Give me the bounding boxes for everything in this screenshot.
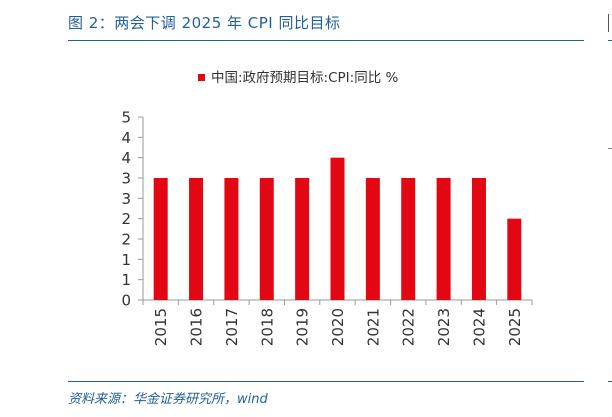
y-tick-label: 3 bbox=[121, 170, 131, 188]
bar-2016 bbox=[189, 178, 204, 300]
bar-2019 bbox=[295, 178, 310, 300]
y-tick-label: 3 bbox=[121, 190, 131, 208]
legend-label: 中国:政府预期目标:CPI:同比 % bbox=[211, 70, 398, 86]
source-rule bbox=[68, 381, 584, 382]
adjacent-panel-rule-bottom bbox=[608, 381, 612, 382]
y-tick-label: 1 bbox=[121, 251, 131, 269]
adjacent-panel-edge bbox=[608, 14, 609, 32]
bar-2021 bbox=[365, 178, 380, 300]
y-tick-label: 2 bbox=[121, 210, 131, 228]
bars bbox=[153, 157, 522, 300]
y-tick-label: 0 bbox=[121, 292, 131, 310]
legend-swatch bbox=[198, 74, 205, 81]
x-tick-label: 2023 bbox=[435, 308, 453, 346]
bar-2015 bbox=[153, 178, 168, 300]
figure-title: 图 2：两会下调 2025 年 CPI 同比目标 bbox=[68, 14, 341, 32]
x-tick-label: 2017 bbox=[223, 308, 241, 346]
adjacent-panel-rule-top bbox=[608, 40, 612, 41]
y-tick-label: 2 bbox=[121, 231, 131, 249]
y-axis: 0 1 1 2 2 3 3 4 4 5 bbox=[121, 109, 144, 310]
y-tick-label: 5 bbox=[121, 109, 131, 127]
x-tick-label: 2025 bbox=[506, 308, 524, 346]
bar-2024 bbox=[471, 178, 486, 300]
bar-2018 bbox=[259, 178, 274, 300]
bar-2025 bbox=[507, 218, 522, 300]
legend: 中国:政府预期目标:CPI:同比 % bbox=[198, 70, 398, 86]
x-tick-label: 2020 bbox=[329, 308, 347, 346]
bar-2020 bbox=[330, 157, 345, 300]
source-note: 资料来源：华金证券研究所，wind bbox=[68, 392, 268, 407]
x-tick-label: 2021 bbox=[364, 308, 382, 346]
y-tick-label: 4 bbox=[121, 149, 131, 167]
bar-2017 bbox=[224, 178, 239, 300]
y-tick-label: 1 bbox=[121, 271, 131, 289]
x-tick-label: 2016 bbox=[188, 308, 206, 346]
x-axis: 2015 2016 2017 2018 2019 2020 2021 2022 2023 2024… bbox=[142, 299, 533, 346]
bar-2023 bbox=[436, 178, 451, 300]
y-tick-label: 4 bbox=[121, 129, 131, 147]
x-tick-label: 2022 bbox=[400, 308, 418, 346]
bar-2022 bbox=[401, 178, 416, 300]
title-rule bbox=[68, 40, 584, 41]
adjacent-panel-edge-tick bbox=[608, 148, 612, 149]
x-tick-label: 2024 bbox=[470, 308, 488, 346]
x-tick-label: 2015 bbox=[152, 308, 170, 346]
x-tick-label: 2018 bbox=[258, 308, 276, 346]
x-tick-label: 2019 bbox=[294, 308, 312, 346]
